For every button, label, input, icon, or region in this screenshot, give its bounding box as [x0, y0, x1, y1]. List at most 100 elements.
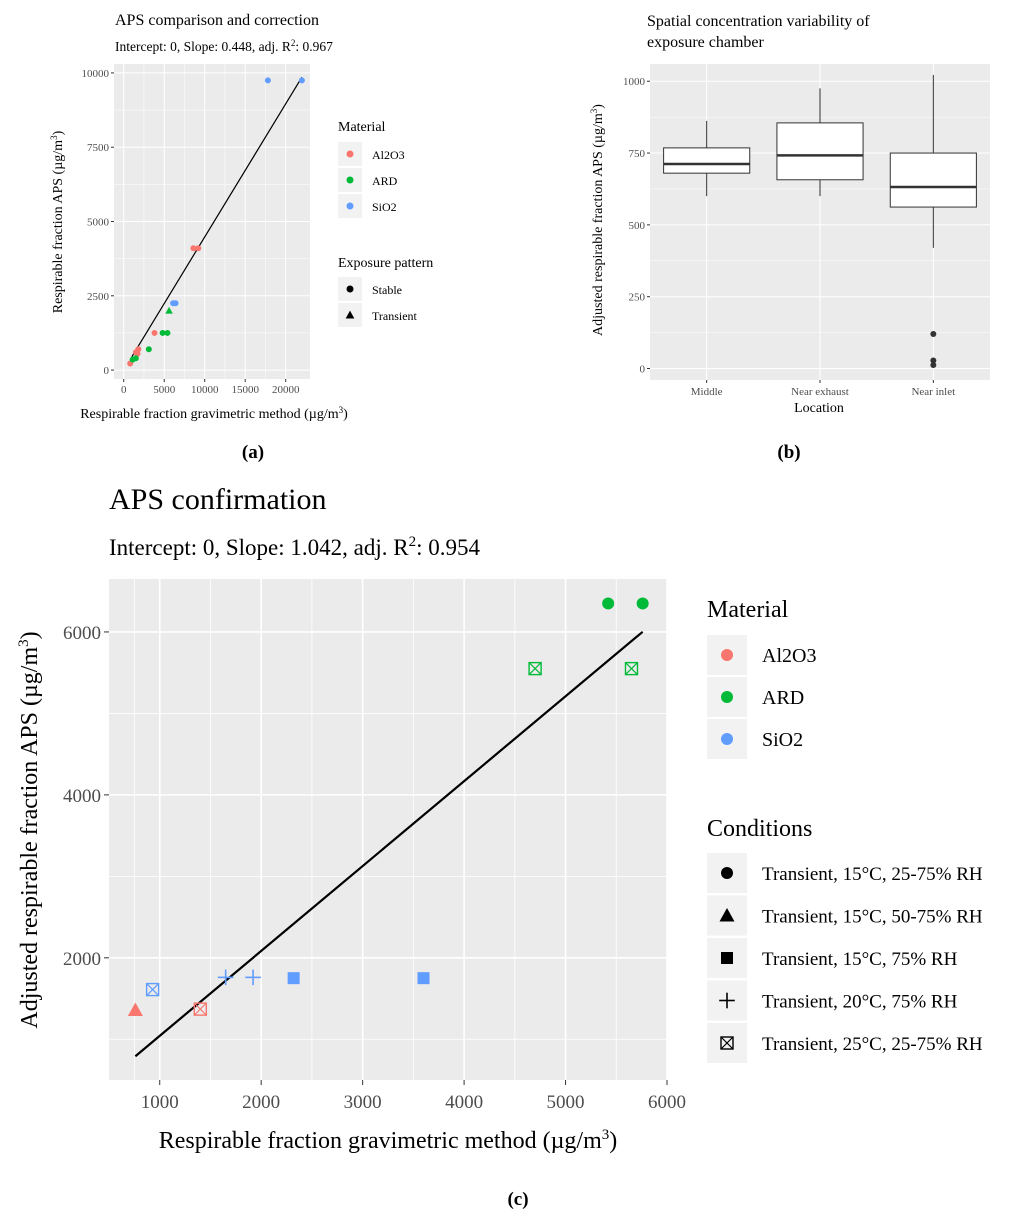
legend-material-label: ARD [372, 174, 398, 188]
chart-a-xtick-label: 5000 [153, 384, 176, 396]
chart-a-point [159, 329, 166, 336]
chart-c-fit-line [134, 630, 644, 1058]
legend-condition-swatch [719, 908, 735, 922]
legend-material-label: SiO2 [762, 729, 803, 751]
chart-b-box [776, 88, 864, 197]
chart-c-ytick-label: 2000 [63, 949, 101, 970]
chart-c-point [636, 597, 649, 610]
chart-a-xlabel: Respirable fraction gravimetric method (… [80, 405, 348, 422]
chart-a-fit-line [131, 76, 303, 358]
legend-condition-swatch [720, 1036, 734, 1050]
chart-a-point [151, 329, 158, 336]
chart-c-ytick-label: 6000 [63, 623, 101, 644]
legend-condition-swatch [721, 867, 733, 879]
chart-a-ytick-label: 2500 [87, 291, 110, 303]
box-iqr [889, 152, 977, 208]
legend-pattern-label: Transient [372, 309, 418, 323]
chart-b-xtick-label: Middle [691, 386, 723, 398]
chart-a-ytick-label: 5000 [87, 217, 110, 229]
legend-condition-swatch [719, 992, 735, 1009]
chart-c-point [127, 1002, 143, 1016]
chart-a-point [165, 306, 173, 314]
chart-c-xlabel: Respirable fraction gravimetric method (… [159, 1127, 618, 1154]
chart-a-ytick-label: 7500 [87, 142, 110, 154]
chart-a-point [129, 356, 136, 363]
chart-c-point [528, 661, 542, 676]
chart-a-point [195, 245, 202, 252]
chart-c-xtick-label: 2000 [242, 1092, 280, 1113]
chart-b-box [663, 120, 751, 197]
legend-material-swatch [346, 176, 354, 184]
chart-c-legend-material-title: Material [707, 597, 789, 623]
chart-b-ytick-label: 0 [640, 364, 646, 376]
chart-a-ylabel: Respirable fraction APS (µg/m3) [49, 130, 66, 313]
panel-label-c: (c) [507, 1189, 528, 1210]
box-outlier [930, 362, 937, 369]
legend-material-label: Al2O3 [762, 645, 816, 667]
chart-b-ylabel: Adjusted respirable fraction APS (µg/m3) [589, 104, 606, 336]
chart-c-subtitle: Intercept: 0, Slope: 1.042, adj. R2: 0.9… [109, 534, 480, 560]
chart-a-xtick-label: 0 [121, 384, 127, 396]
chart-c-point [245, 969, 261, 986]
chart-c-point [145, 982, 160, 997]
chart-b-title-line1: Spatial concentration variability of [647, 13, 870, 30]
chart-a-xtick-label: 20000 [272, 384, 300, 396]
panel-a: APS comparison and correction Intercept:… [49, 12, 433, 463]
chart-a-point [298, 77, 305, 84]
chart-a-xtick-label: 15000 [231, 384, 259, 396]
chart-b-xtick-label: Near exhaust [791, 386, 849, 398]
chart-a-legend-pattern-title: Exposure pattern [338, 256, 433, 271]
panel-label-b: (b) [777, 442, 800, 463]
chart-b-ytick-label: 1000 [623, 76, 646, 88]
chart-a-subtitle-suffix: : 0.967 [295, 39, 333, 54]
legend-pattern-label: Stable [372, 283, 402, 297]
legend-material-swatch [721, 733, 733, 745]
chart-a-subtitle-prefix: Intercept: 0, Slope: 0.448, adj. R [115, 39, 291, 54]
chart-b-xtick-label: Near inlet [911, 386, 955, 398]
chart-b-xlabel: Location [794, 401, 844, 416]
legend-condition-label: Transient, 15°C, 50-75% RH [762, 907, 983, 928]
legend-condition-label: Transient, 15°C, 75% RH [762, 949, 958, 970]
chart-b-ytick-label: 500 [629, 220, 646, 232]
panel-b: Spatial concentration variability of exp… [589, 13, 990, 463]
chart-a-point [132, 349, 139, 356]
legend-pattern-swatch [345, 310, 355, 319]
chart-a-point [264, 77, 271, 84]
chart-c-xtick-label: 6000 [648, 1092, 686, 1113]
legend-material-label: ARD [762, 687, 804, 709]
legend-material-label: SiO2 [372, 200, 397, 214]
chart-a-subtitle: Intercept: 0, Slope: 0.448, adj. R2: 0.9… [115, 38, 333, 54]
chart-c-xtick-label: 4000 [445, 1092, 483, 1113]
chart-c-ylabel: Adjusted respirable fraction APS (µg/m3) [16, 631, 43, 1028]
chart-a-point [164, 329, 171, 336]
chart-c-point [417, 972, 430, 985]
legend-material-swatch [721, 691, 733, 703]
chart-c-title: APS confirmation [109, 483, 327, 516]
legend-pattern-swatch [346, 285, 354, 293]
chart-c-xtick-label: 5000 [547, 1092, 585, 1113]
chart-c-point [287, 972, 300, 985]
chart-b-box [889, 74, 977, 369]
legend-condition-swatch [721, 952, 733, 964]
chart-a-point [190, 245, 197, 252]
panel-c: APS confirmation Intercept: 0, Slope: 1.… [16, 483, 983, 1210]
chart-c-plot-area [109, 579, 667, 1080]
chart-c-legend-conditions-title: Conditions [707, 816, 812, 842]
chart-a-ytick-label: 10000 [82, 68, 110, 80]
box-iqr [663, 147, 751, 174]
chart-b-ytick-label: 250 [629, 292, 646, 304]
chart-c-ytick-label: 4000 [63, 786, 101, 807]
chart-a-title: APS comparison and correction [115, 12, 319, 29]
chart-c-point [624, 661, 639, 676]
legend-condition-label: Transient, 20°C, 75% RH [762, 992, 958, 1013]
box-outlier [930, 357, 937, 364]
legend-material-swatch [721, 649, 733, 661]
legend-material-swatch [346, 202, 354, 210]
chart-a-ytick-label: 0 [104, 365, 110, 377]
chart-a-point [170, 300, 177, 307]
legend-condition-label: Transient, 25°C, 25-75% RH [762, 1034, 983, 1055]
chart-c-xtick-label: 1000 [141, 1092, 179, 1113]
legend-material-label: Al2O3 [372, 148, 405, 162]
chart-b-ytick-label: 750 [629, 148, 646, 160]
